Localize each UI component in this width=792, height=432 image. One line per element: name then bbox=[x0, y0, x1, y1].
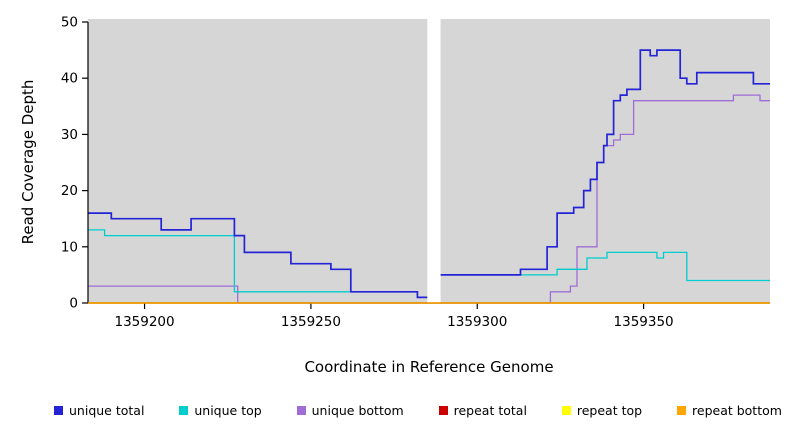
legend-swatch bbox=[561, 405, 571, 415]
x-tick-label: 1359200 bbox=[114, 314, 174, 330]
y-tick-label: 40 bbox=[61, 71, 78, 87]
y-tick-label: 20 bbox=[61, 183, 78, 199]
legend-label: unique total bbox=[69, 402, 145, 418]
coverage-gap bbox=[427, 19, 441, 303]
legend-item-unique-top: unique top bbox=[179, 402, 262, 418]
legend-item-repeat-top: repeat top bbox=[561, 402, 643, 418]
x-tick-label: 1359250 bbox=[281, 314, 341, 330]
series-unique-total bbox=[88, 49, 770, 299]
y-tick-label: 50 bbox=[61, 15, 78, 31]
legend-label: repeat total bbox=[453, 402, 527, 418]
legend-item-repeat-total: repeat total bbox=[438, 402, 527, 418]
series-unique-top bbox=[88, 229, 770, 299]
y-tick-label: 0 bbox=[69, 296, 78, 312]
legend: unique total unique top unique bottom repea… bbox=[54, 399, 782, 421]
legend-swatch bbox=[677, 405, 687, 415]
y-axis-title: Read Coverage Depth bbox=[19, 79, 37, 245]
legend-item-unique-total: unique total bbox=[54, 403, 144, 418]
legend-label: unique top bbox=[194, 402, 262, 418]
y-tick-label: 10 bbox=[61, 239, 78, 255]
legend-label: repeat top bbox=[576, 402, 643, 418]
x-axis-title: Coordinate in Reference Genome bbox=[304, 358, 554, 376]
y-tick-label: 30 bbox=[61, 127, 78, 143]
x-tick-label: 1359350 bbox=[614, 314, 674, 330]
legend-swatch bbox=[296, 405, 306, 415]
x-tick-label: 1359300 bbox=[447, 314, 507, 330]
legend-label: repeat bottom bbox=[692, 402, 782, 418]
legend-swatch bbox=[54, 405, 63, 415]
legend-item-unique-bottom: unique bottom bbox=[296, 402, 404, 418]
legend-item-repeat-bottom: repeat bottom bbox=[677, 403, 782, 418]
legend-label: unique bottom bbox=[311, 402, 404, 418]
legend-swatch bbox=[438, 405, 448, 415]
legend-swatch bbox=[179, 405, 189, 415]
